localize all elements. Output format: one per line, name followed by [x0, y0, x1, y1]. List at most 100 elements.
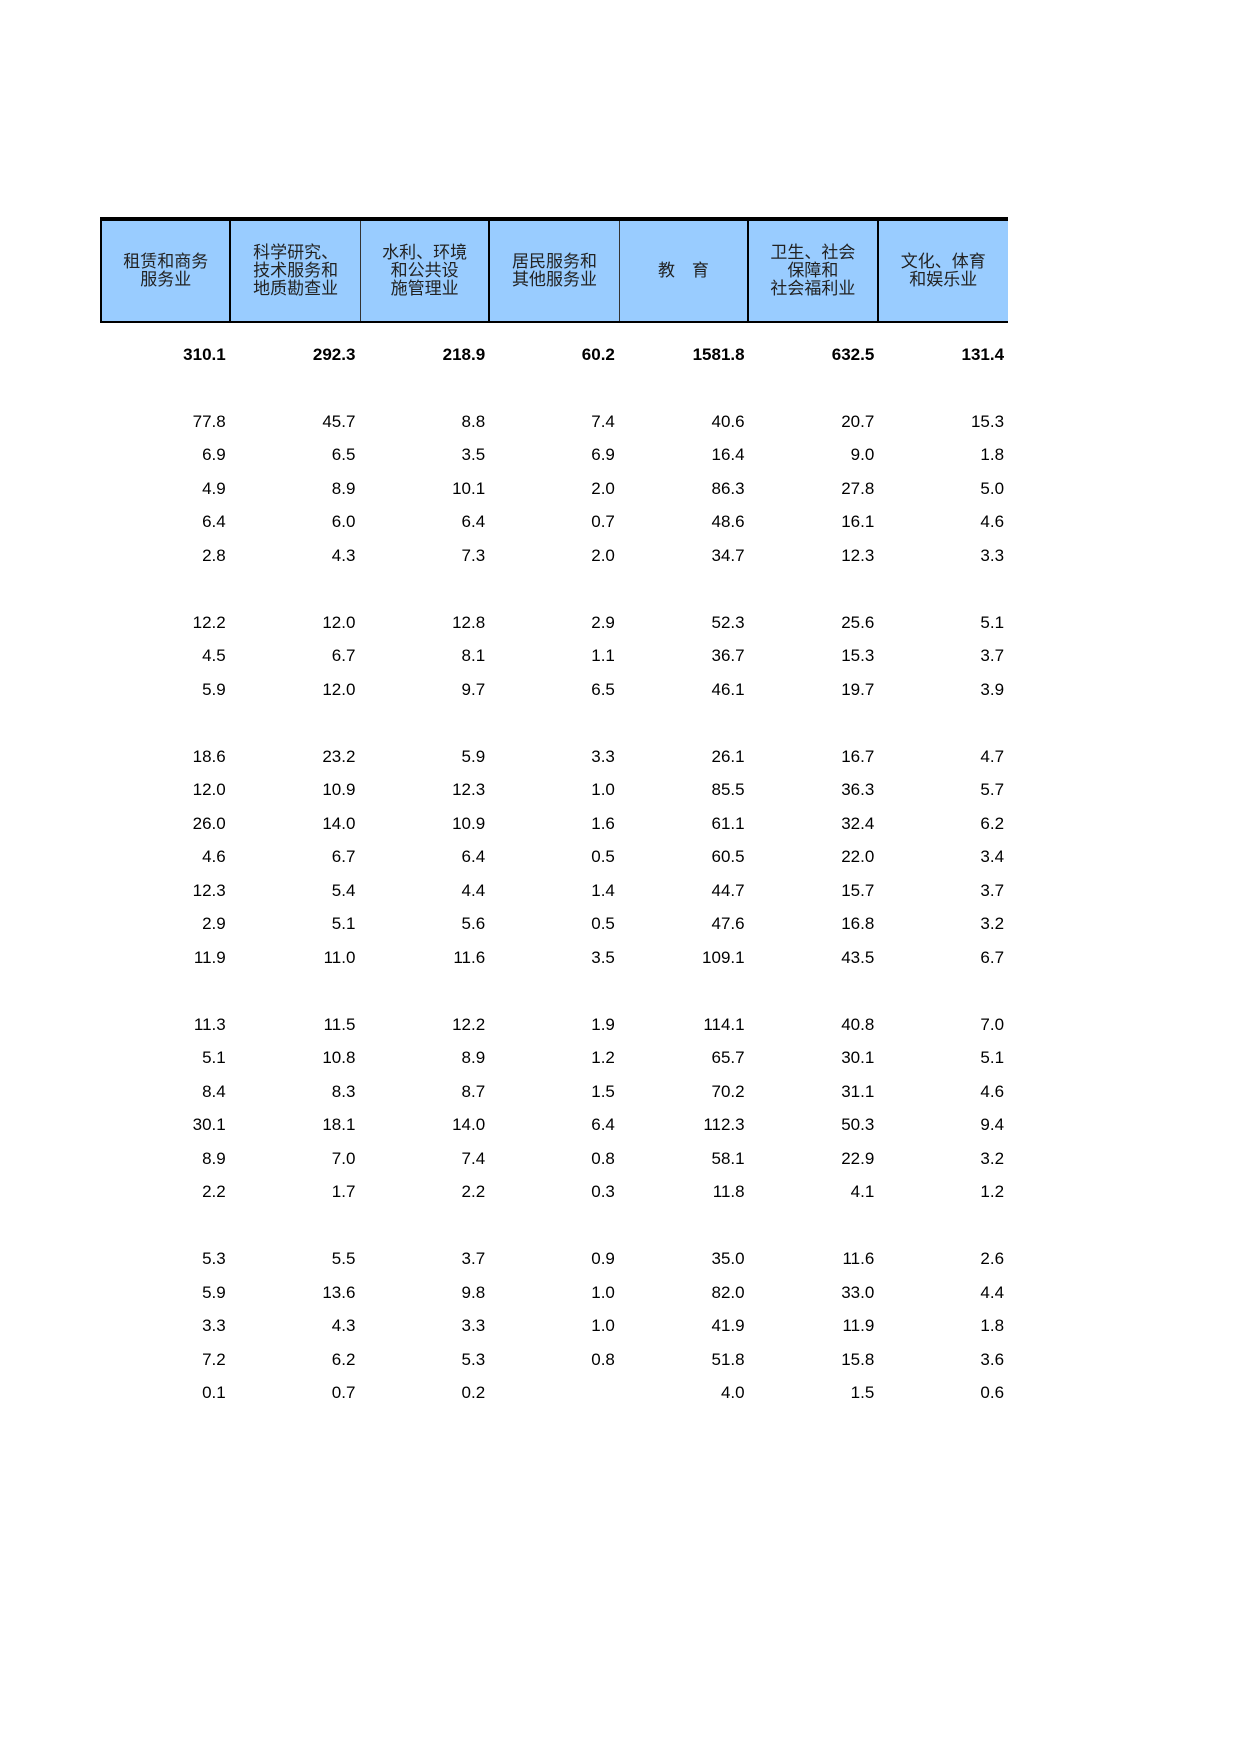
- table-cell: 5.1: [331, 914, 356, 934]
- table-cell: 1.9: [591, 1014, 615, 1034]
- table-cell: 12.8: [452, 612, 486, 632]
- table-cell: 1.4: [591, 880, 615, 900]
- column-header: 教 育: [620, 221, 750, 321]
- table-cell: 4.5: [202, 646, 226, 666]
- table-cell: 7.0: [331, 1148, 356, 1168]
- table-cell: 12.3: [192, 880, 226, 900]
- table-cell: 5.9: [461, 746, 486, 766]
- table-row: 11.3 11.5 12.2 1.9 114.1 40.8 7.0: [100, 1008, 1008, 1042]
- table-cell: 10.8: [322, 1048, 356, 1068]
- table-cell: 5.3: [202, 1249, 226, 1269]
- table-cell: 12.0: [192, 780, 226, 800]
- column-header: 居民服务和 其他服务业: [490, 221, 620, 321]
- table-cell: 3.2: [980, 914, 1005, 934]
- table-cell: 86.3: [711, 478, 745, 498]
- table-cell: 0.8: [591, 1349, 615, 1369]
- table-cell: 3.6: [980, 1349, 1005, 1369]
- table-body: 310.1 292.3 218.9 60.2 1581.8 632.5 131.4 77.8 4…: [100, 338, 1008, 1410]
- table-top-rule: [100, 217, 1008, 221]
- table-row: 7.2 6.2 5.3 0.8 51.8 15.8 3.6: [100, 1343, 1008, 1377]
- table-cell: 23.2: [322, 746, 356, 766]
- table-cell: 0.2: [461, 1383, 486, 1403]
- table-cell: 4.0: [720, 1383, 745, 1403]
- table-cell: 82.0: [711, 1282, 745, 1302]
- table-cell: 6.4: [461, 847, 486, 867]
- table-cell: 70.2: [711, 1081, 745, 1101]
- table-cell: 6.2: [980, 813, 1005, 833]
- table-row: 12.0 10.9 12.3 1.0 85.5 36.3 5.7: [100, 774, 1008, 808]
- table-cell: 19.7: [841, 679, 875, 699]
- table-cell: 31.1: [841, 1081, 875, 1101]
- table-cell: 25.6: [841, 612, 875, 632]
- table-cell: 4.6: [202, 847, 226, 867]
- table-row: 26.0 14.0 10.9 1.6 61.1 32.4 6.2: [100, 807, 1008, 841]
- table-cell: 7.3: [461, 545, 486, 565]
- table-row: 5.3 5.5 3.7 0.9 35.0 11.6 2.6: [100, 1243, 1008, 1277]
- table-cell: 10.9: [452, 813, 486, 833]
- table-cell: 8.1: [461, 646, 486, 666]
- table-cell: 11.8: [712, 1182, 745, 1202]
- table-row: 18.6 23.2 5.9 3.3 26.1 16.7 4.7: [100, 740, 1008, 774]
- table-row: 12.3 5.4 4.4 1.4 44.7 15.7 3.7: [100, 874, 1008, 908]
- table-cell: 58.1: [711, 1148, 745, 1168]
- table-cell: 4.3: [331, 1316, 356, 1336]
- table-cell: 0.9: [591, 1249, 615, 1269]
- table-cell: 51.8: [711, 1349, 745, 1369]
- table-cell: 1581.8: [692, 344, 745, 364]
- table-cell: 6.9: [202, 445, 226, 465]
- table-cell: 4.4: [461, 880, 486, 900]
- table-cell: 0.1: [202, 1383, 226, 1403]
- table-row: 3.3 4.3 3.3 1.0 41.9 11.9 1.8: [100, 1310, 1008, 1344]
- table-cell: 6.5: [331, 445, 356, 465]
- table-cell: 3.2: [980, 1148, 1005, 1168]
- table-cell: 8.9: [461, 1048, 486, 1068]
- table-row: 4.5 6.7 8.1 1.1 36.7 15.3 3.7: [100, 640, 1008, 674]
- table-cell: 3.7: [461, 1249, 486, 1269]
- table-cell: 27.8: [841, 478, 875, 498]
- table-cell: 6.4: [591, 1115, 615, 1135]
- table-cell: 15.7: [841, 880, 875, 900]
- table-cell: 1.5: [591, 1081, 615, 1101]
- table-cell: 1.6: [591, 813, 615, 833]
- table-cell: 4.1: [850, 1182, 875, 1202]
- table-cell: 32.4: [841, 813, 875, 833]
- table-cell: 4.3: [331, 545, 356, 565]
- column-header: 卫生、社会 保障和 社会福利业: [749, 221, 879, 321]
- table-cell: 35.0: [711, 1249, 745, 1269]
- table-cell: 41.9: [711, 1316, 745, 1336]
- table-cell: 6.4: [461, 512, 486, 532]
- table-cell: 11.6: [453, 947, 486, 967]
- table-cell: 65.7: [711, 1048, 745, 1068]
- table-row: 0.1 0.7 0.2 4.0 1.5 0.6: [100, 1377, 1008, 1411]
- table-cell: 1.0: [591, 1316, 615, 1336]
- spacer-row: [100, 372, 1008, 406]
- table-cell: 18.1: [322, 1115, 356, 1135]
- table-cell: 5.9: [202, 1282, 226, 1302]
- table-row: 11.9 11.0 11.6 3.5 109.1 43.5 6.7: [100, 941, 1008, 975]
- table-cell: 5.1: [980, 612, 1005, 632]
- table-cell: 36.3: [841, 780, 875, 800]
- table-cell: 33.0: [841, 1282, 875, 1302]
- table-row: 8.9 7.0 7.4 0.8 58.1 22.9 3.2: [100, 1142, 1008, 1176]
- table-row: 8.4 8.3 8.7 1.5 70.2 31.1 4.6: [100, 1075, 1008, 1109]
- table-cell: 7.0: [980, 1014, 1005, 1034]
- table-cell: 7.4: [461, 1148, 486, 1168]
- table-cell: 12.0: [322, 679, 356, 699]
- table-cell: 12.3: [452, 780, 486, 800]
- table-cell: 40.8: [841, 1014, 875, 1034]
- table-cell: 3.3: [980, 545, 1005, 565]
- table-cell: 131.4: [961, 344, 1005, 364]
- column-header: 文化、体育 和娱乐业: [900, 252, 986, 290]
- table-cell: 12.2: [192, 612, 226, 632]
- table-row: 6.4 6.0 6.4 0.7 48.6 16.1 4.6: [100, 506, 1008, 540]
- table-cell: 6.7: [331, 646, 356, 666]
- table-cell: 9.7: [461, 679, 486, 699]
- table-cell: 30.1: [192, 1115, 226, 1135]
- table-cell: 6.4: [202, 512, 226, 532]
- table-cell: 6.0: [331, 512, 356, 532]
- table-cell: 1.5: [850, 1383, 875, 1403]
- table-cell: 5.9: [202, 679, 226, 699]
- table-cell: 218.9: [442, 344, 486, 364]
- table-row: 2.2 1.7 2.2 0.3 11.8 4.1 1.2: [100, 1176, 1008, 1210]
